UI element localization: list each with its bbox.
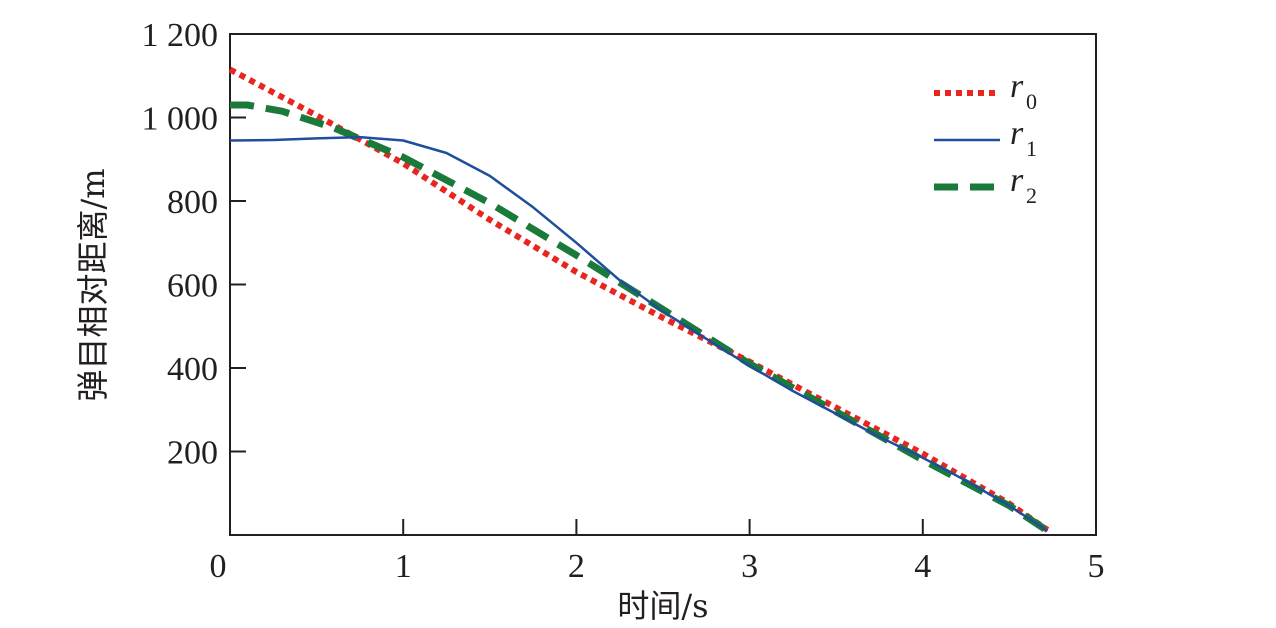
y-tick-label: 1 200 — [142, 17, 219, 54]
y-tick-label: 400 — [167, 351, 218, 388]
legend-label-subscript: 2 — [1026, 183, 1037, 208]
series-lines — [228, 66, 1050, 534]
series-line-r1 — [229, 135, 1049, 532]
x-tick-label: 0 — [210, 548, 227, 585]
axis-ticks — [230, 116, 924, 535]
legend-label: r — [1010, 68, 1024, 105]
x-tick-label: 2 — [568, 548, 585, 585]
legend-label-subscript: 0 — [1026, 89, 1037, 114]
y-axis-label: 弹目相对距离/m — [74, 168, 112, 401]
tick-labels: 0 1 2 3 4 5 200 400 600 800 1 000 1 200 — [142, 17, 1105, 585]
y-tick-label: 200 — [167, 435, 218, 472]
legend-label-subscript: 1 — [1026, 136, 1037, 161]
y-tick-label: 1 000 — [142, 101, 219, 138]
series-line-r0 — [228, 66, 1050, 533]
legend: r 0r 1r 2 — [934, 68, 1037, 208]
x-axis-label: 时间/s — [617, 587, 708, 625]
x-tick-label: 4 — [914, 548, 931, 585]
legend-label: r — [1010, 162, 1024, 199]
plot-frame — [229, 33, 1097, 536]
y-tick-label: 600 — [167, 268, 218, 305]
x-tick-label: 3 — [741, 548, 758, 585]
x-tick-label: 5 — [1088, 548, 1105, 585]
x-tick-label: 1 — [395, 548, 412, 585]
series-line-r2 — [230, 101, 1050, 534]
legend-label: r — [1010, 115, 1024, 152]
y-tick-label: 800 — [167, 184, 218, 221]
